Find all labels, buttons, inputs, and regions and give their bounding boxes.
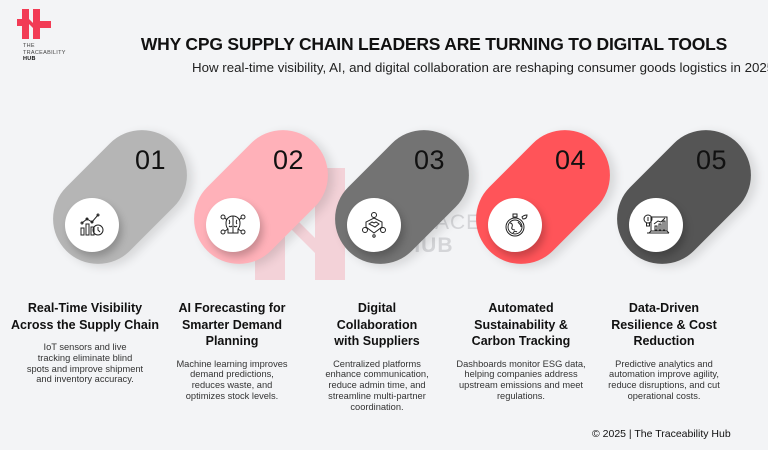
step-number-4: 04 <box>555 145 587 175</box>
handshake-network-icon <box>362 212 386 238</box>
step-number-1: 01 <box>135 145 167 175</box>
step-description: Predictive analytics and automation impr… <box>608 358 720 401</box>
page-title: WHY CPG SUPPLY CHAIN LEADERS ARE TURNING… <box>140 34 728 54</box>
analytics-chart-clock-icon <box>80 213 104 236</box>
logo-wordmark: THE TRACEABILITY HUB <box>23 43 66 63</box>
globe-stopwatch-leaf-icon <box>505 213 528 237</box>
step-number-3: 03 <box>414 145 446 175</box>
pill-shape <box>34 111 206 283</box>
brand-logo: THE TRACEABILITY HUB <box>17 9 66 63</box>
step-title: Automated Sustainability & Carbon Tracki… <box>471 301 571 348</box>
step-icon-circle-1 <box>65 198 119 252</box>
logo-text-line1: THE <box>23 43 35 49</box>
step-number-2: 02 <box>273 145 305 175</box>
step-column-2: AI Forecasting for Smarter Demand Planni… <box>157 300 307 402</box>
pill-shape <box>457 111 629 283</box>
pill-shape <box>598 111 768 283</box>
footer-copyright: © 2025 | The Traceability Hub <box>592 428 731 440</box>
step-title: Real-Time Visibility Across the Supply C… <box>11 301 159 332</box>
ai-brain-circuit-icon <box>220 214 246 235</box>
step-title: Digital Collaboration with Suppliers <box>334 301 420 348</box>
step-column-3: Digital Collaboration with Suppliers Cen… <box>302 300 452 412</box>
step-description: Centralized platforms enhance communicat… <box>325 358 429 412</box>
step-column-4: Automated Sustainability & Carbon Tracki… <box>446 300 596 402</box>
step-title: AI Forecasting for Smarter Demand Planni… <box>178 301 286 348</box>
page-subtitle: How real-time visibility, AI, and digita… <box>192 60 768 75</box>
step-column-1: Real-Time Visibility Across the Supply C… <box>10 300 160 385</box>
step-description: Dashboards monitor ESG data, helping com… <box>456 358 586 401</box>
pill-shape <box>316 111 488 283</box>
step-icon-circle-5 <box>629 198 683 252</box>
step-icon-circle-2 <box>206 198 260 252</box>
step-icon-circle-3 <box>347 198 401 252</box>
step-description: Machine learning improves demand predict… <box>176 358 288 401</box>
pill-shape <box>175 111 347 283</box>
logo-text-line3: HUB <box>23 56 36 62</box>
step-column-5: Data-Driven Resilience & Cost Reduction … <box>589 300 739 402</box>
step-description: IoT sensors and live tracking eliminate … <box>26 342 144 385</box>
step-number-5: 05 <box>696 145 728 175</box>
step-title: Data-Driven Resilience & Cost Reduction <box>611 301 717 348</box>
lightbulb-laptop-chart-icon <box>643 214 670 234</box>
step-icon-circle-4 <box>488 198 542 252</box>
logo-text-line2: TRACEABILITY <box>23 49 66 56</box>
traceability-hub-h-logo-icon <box>17 9 51 39</box>
